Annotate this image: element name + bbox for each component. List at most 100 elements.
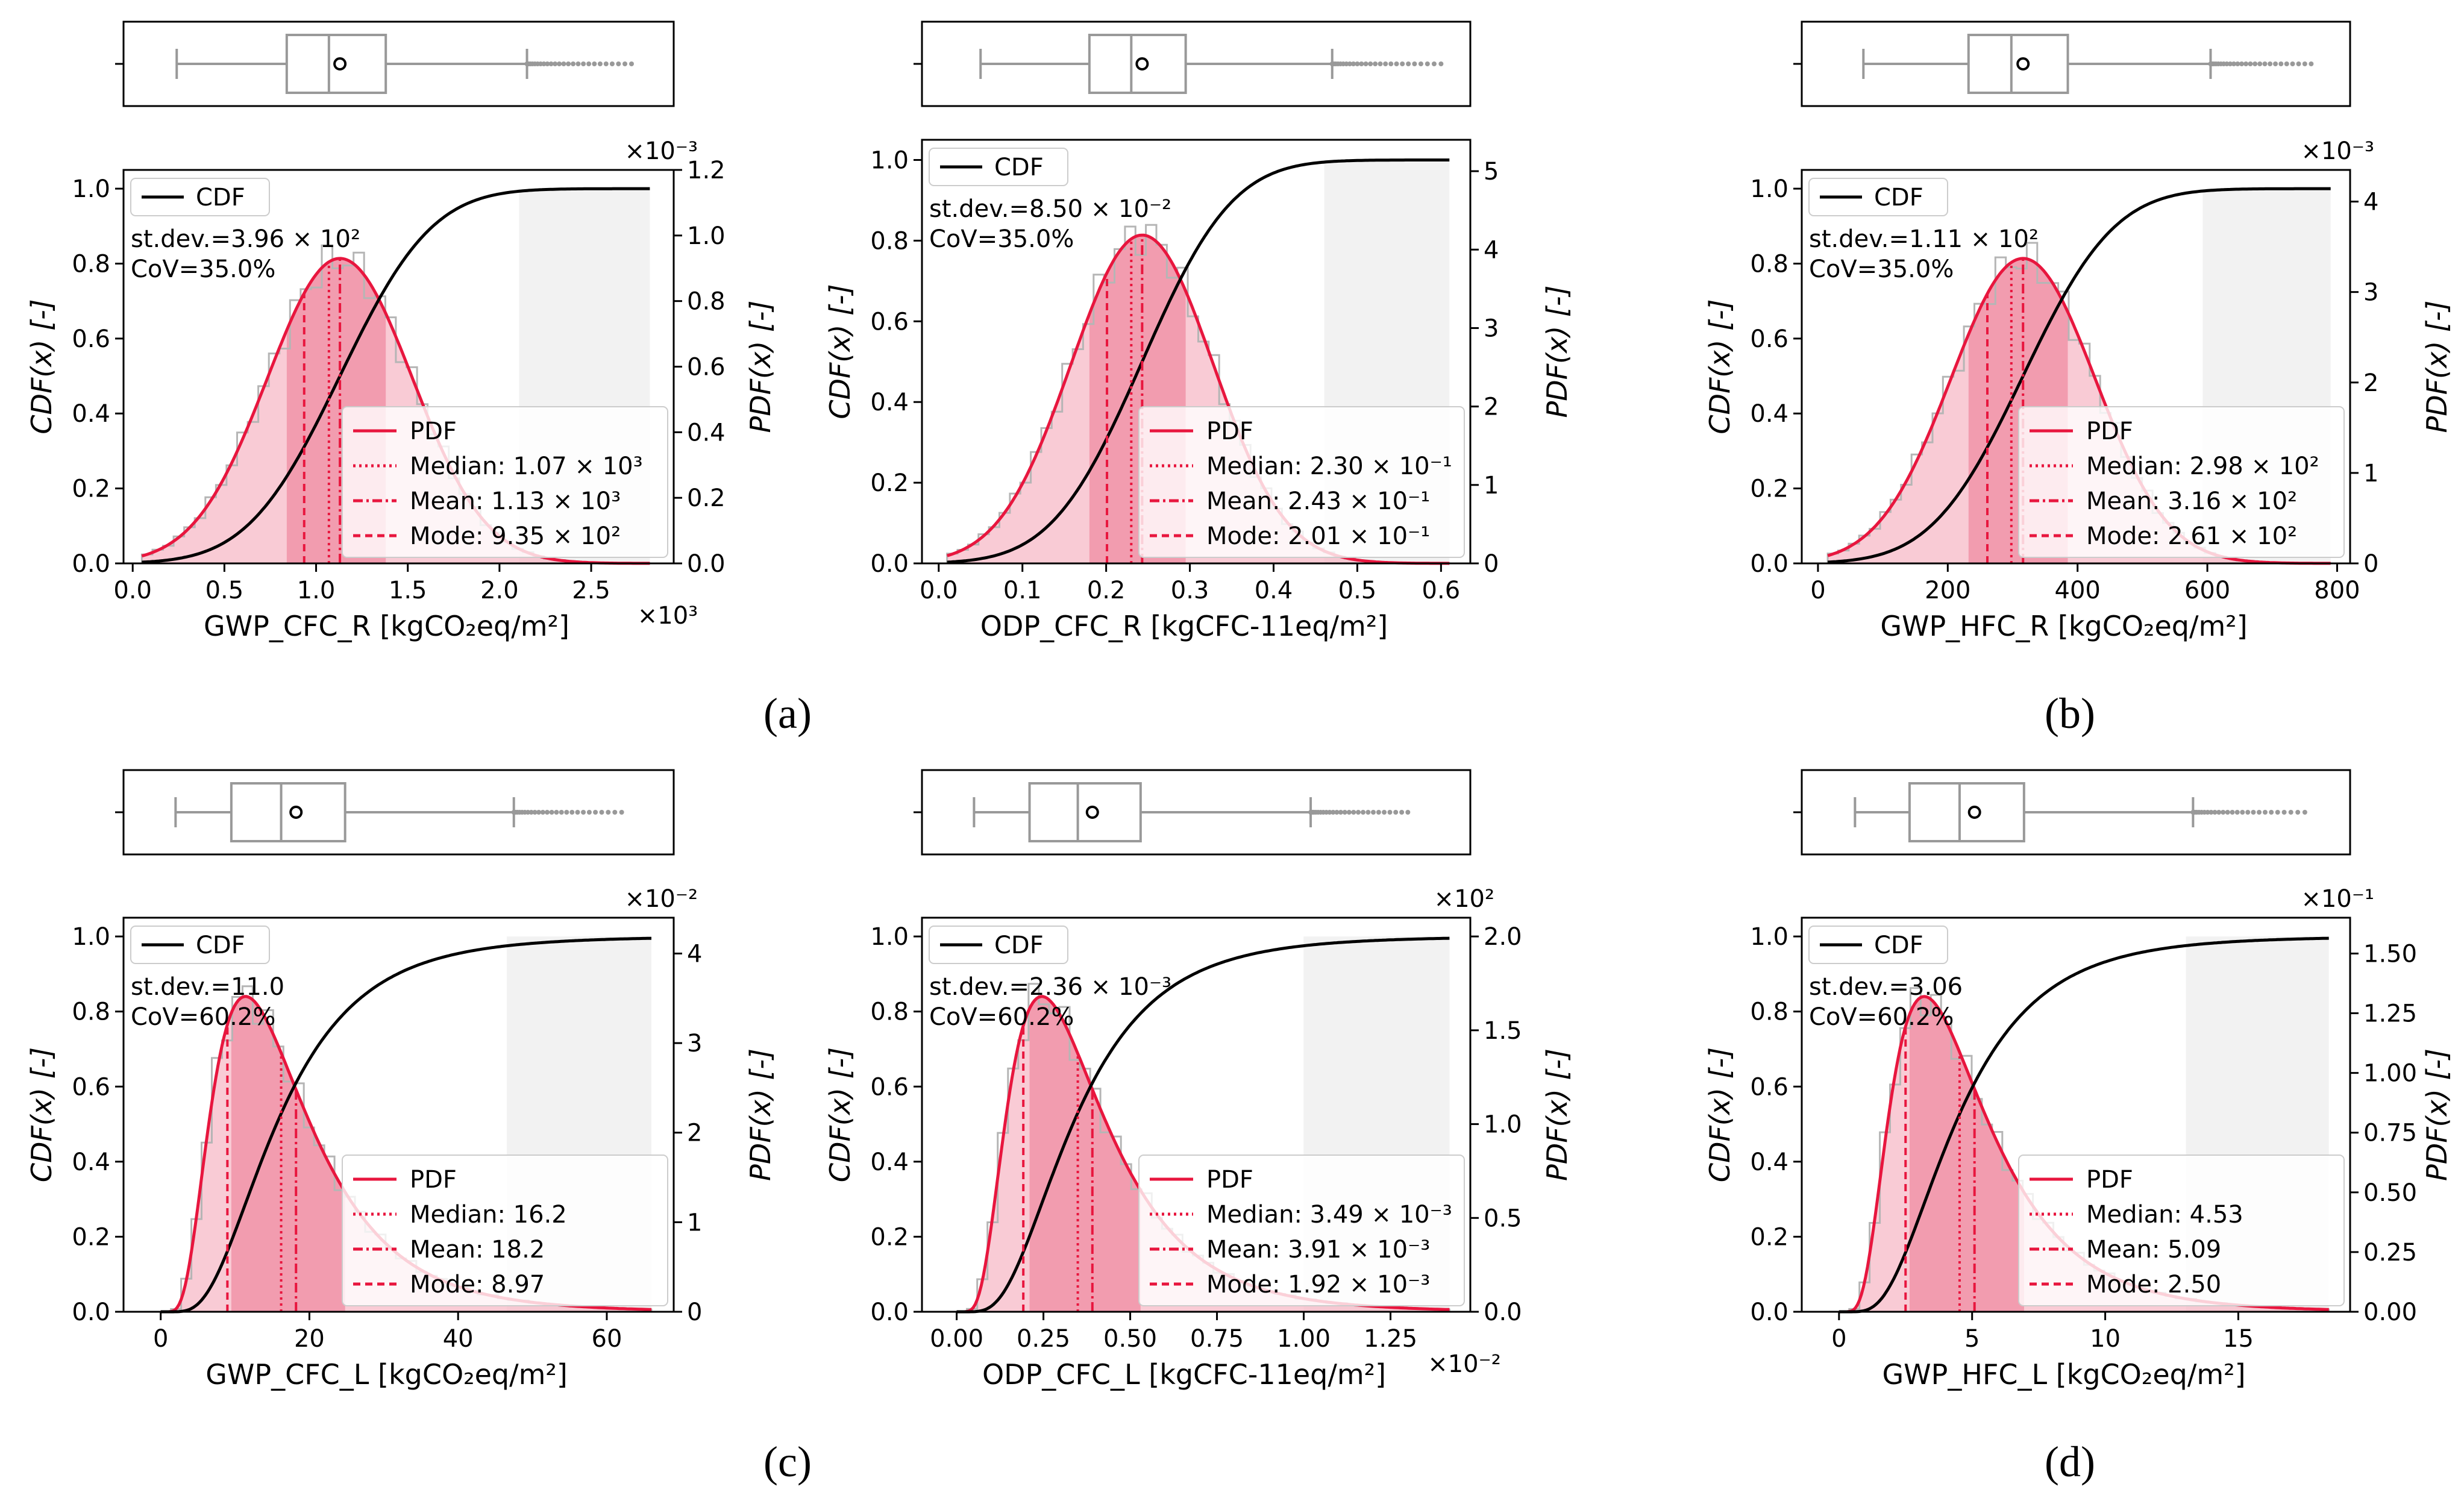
odp_cfc_l-boxplot-mean	[1085, 806, 1099, 819]
gwp_hfc_r-x-tick-label: 400	[2055, 577, 2101, 604]
odp_cfc_r-cdf-axis-label: CDF(x) [-]	[824, 284, 856, 419]
gwp_cfc_l-pdf-axis-label: PDF(x) [-]	[744, 1048, 777, 1181]
odp_cfc_l-cdf-tick-label: 1.0	[870, 923, 909, 951]
gwp_cfc_l-cdf-axis-label: CDF(x) [-]	[25, 1047, 58, 1182]
odp_cfc_l-pdf-tick-label: 0.0	[1484, 1299, 1522, 1326]
odp_cfc_r-boxplot-outlier	[1355, 61, 1360, 66]
gwp_hfc_l-cdf-legend	[1808, 926, 1948, 964]
gwp_hfc_r-boxplot-outlier	[2231, 61, 2236, 66]
gwp_cfc_r-legend-pdf-label: PDF	[410, 418, 457, 445]
gwp_cfc_r-x-tick-label: 0.0	[113, 577, 152, 604]
gwp_cfc_l-boxplot-outlier	[525, 810, 531, 815]
gwp_cfc_l-boxplot-outlier	[575, 810, 580, 815]
odp_cfc_l-cdf-tick-label: 0.8	[870, 998, 909, 1026]
odp_cfc_l-boxplot-outlier	[1346, 810, 1352, 815]
gwp_cfc_r-pdf-tick-label: 0.6	[687, 354, 726, 381]
gwp_hfc_l-cdf-tick-label: 1.0	[1750, 923, 1788, 951]
gwp_hfc_l-legend-mean-label: Mean: 5.09	[2086, 1236, 2221, 1264]
gwp_cfc_r-boxplot-outlier	[561, 61, 566, 66]
gwp_cfc_l-boxplot-outlier	[606, 810, 611, 815]
odp_cfc_r-boxplot-outlier	[1406, 61, 1411, 66]
odp_cfc_r-x-tick-label: 0.0	[920, 577, 958, 604]
gwp_hfc_l-pdf-axis-label: PDF(x) [-]	[2421, 1048, 2453, 1181]
gwp_hfc_r-boxplot-outlier	[2257, 61, 2263, 66]
gwp_hfc_l-boxplot-outlier	[2288, 810, 2293, 815]
gwp_cfc_r-boxplot-outlier	[629, 61, 635, 66]
odp_cfc_r-cov-text: CoV=35.0%	[929, 225, 1074, 253]
gwp_hfc_r-boxplot-outlier	[2302, 61, 2307, 66]
gwp_hfc_l-boxplot-mean	[1967, 806, 1981, 819]
gwp_cfc_l-stdev-text: st.dev.=11.0	[131, 973, 284, 1001]
gwp_hfc_r-x-tick-label: 800	[2314, 577, 2360, 604]
gwp_cfc_l-boxplot-outlier	[549, 810, 554, 815]
gwp_cfc_l-boxplot-outlier	[528, 810, 534, 815]
gwp_cfc_r-cdf-tick-label: 0.0	[72, 550, 110, 578]
odp_cfc_l-legend-mode-label: Mode: 1.92 × 10⁻³	[1206, 1271, 1430, 1299]
gwp_cfc_r-cdf-axis-label: CDF(x) [-]	[25, 299, 58, 434]
gwp_hfc_l-x-tick-label: 10	[2090, 1325, 2121, 1353]
odp_cfc_l-boxplot-outlier	[1331, 810, 1336, 815]
odp_cfc_r-cdf-tick-label: 0.0	[870, 550, 909, 578]
gwp_hfc_r-pdf-tick-label: 4	[2363, 189, 2378, 216]
odp_cfc_l-cdf-tick-label: 0.6	[870, 1073, 909, 1101]
odp_cfc_l-stdev-text: st.dev.=2.36 × 10⁻³	[929, 973, 1171, 1001]
gwp_hfc_l-boxplot-outlier	[2240, 810, 2245, 815]
gwp_cfc_l-cdf-tick-label: 0.6	[72, 1073, 110, 1101]
gwp_hfc_r-x-tick-label: 200	[1925, 577, 1970, 604]
gwp_hfc_l-pdf-tick-label: 0.75	[2363, 1120, 2417, 1147]
gwp_cfc_l-boxplot-outlier	[554, 810, 559, 815]
gwp_hfc_r-cdf-line	[1827, 187, 2331, 564]
odp_cfc_l-boxplot-outlier	[1342, 810, 1347, 815]
odp_cfc_r-cdf-tick-label: 0.4	[870, 389, 909, 416]
gwp_hfc_l-x-tick-label: 0	[1831, 1325, 1846, 1353]
odp_cfc_l-pdf-tick-label: 1.0	[1484, 1111, 1522, 1139]
odp_cfc_l-x-axis-label: ODP_CFC_L [kgCFC-11eq/m²]	[982, 1358, 1386, 1391]
odp_cfc_r-boxplot-outlier	[1350, 61, 1356, 66]
gwp_hfc_l-boxplot-outlier	[2262, 810, 2268, 815]
odp_cfc_r-legend-mode-label: Mode: 2.01 × 10⁻¹	[1206, 522, 1430, 550]
odp_cfc_r-boxplot-outlier	[1373, 61, 1378, 66]
gwp_hfc_l-cdf-tick-label: 0.0	[1750, 1299, 1788, 1326]
gwp_cfc_r-boxplot-mean	[333, 57, 347, 70]
gwp_hfc_r-cdf-legend	[1808, 178, 1948, 216]
gwp_cfc_r-boxplot-outlier	[566, 61, 571, 66]
gwp_hfc_l-boxplot-outlier	[2302, 810, 2307, 815]
odp_cfc_r-boxplot-outlier	[1418, 61, 1423, 66]
odp_cfc_r-stdev-text: st.dev.=8.50 × 10⁻²	[929, 195, 1171, 223]
gwp_cfc_l-pdf-tick-label: 4	[687, 940, 702, 968]
gwp_hfc_l-legend-mode-label: Mode: 2.50	[2086, 1271, 2221, 1299]
odp_cfc_l-cdf-line	[956, 936, 1450, 1314]
odp_cfc_r-pdf-tick-label: 1	[1484, 472, 1499, 500]
gwp_cfc_l-boxplot-outlier	[564, 810, 569, 815]
gwp_hfc_r-boxplot-outlier	[2309, 61, 2314, 66]
odp_cfc_r-x-tick-label: 0.5	[1338, 577, 1377, 604]
gwp_cfc_r-x-multiplier: ×10³	[638, 602, 698, 630]
gwp_cfc_l-boxplot-mean	[289, 806, 303, 819]
odp_cfc_l-boxplot-outlier	[1334, 810, 1340, 815]
odp_cfc_r-boxplot-outlier	[1383, 61, 1388, 66]
gwp_cfc_l-boxplot-outlier	[581, 810, 586, 815]
odp_cfc_l-boxplot-box	[1028, 782, 1142, 842]
odp_cfc_r-pdf-line	[946, 233, 1450, 565]
gwp_cfc_r-pdf-tick-label: 0.8	[687, 288, 726, 316]
gwp_cfc_r-boxplot-outlier	[609, 61, 615, 66]
gwp_hfc_r-pdf-line	[1827, 257, 2331, 565]
odp_cfc_r-cdf-tick-label: 1.0	[870, 146, 909, 174]
gwp_hfc_r-boxplot-outlier	[2296, 61, 2301, 66]
odp_cfc_r-boxplot-outlier	[1347, 61, 1352, 66]
gwp_cfc_r-boxplot-outlier	[586, 61, 592, 66]
gwp_hfc_l-boxplot-outlier	[2269, 810, 2274, 815]
odp_cfc_l-pdf-axis-label: PDF(x) [-]	[1541, 1048, 1573, 1181]
odp_cfc_l-boxplot-outlier	[1387, 810, 1393, 815]
gwp_hfc_r-pdf-tick-label: 3	[2363, 279, 2378, 307]
gwp_hfc_r-boxplot-mean	[2016, 57, 2030, 70]
gwp_cfc_r-x-tick-label: 2.0	[480, 577, 519, 604]
odp_cfc_l-x-tick-label: 0.00	[930, 1325, 983, 1353]
odp_cfc_r-pdf-tick-label: 4	[1484, 236, 1499, 264]
gwp_hfc_r-boxplot-outlier	[2268, 61, 2273, 66]
gwp_cfc_r-pdf-multiplier: ×10⁻³	[624, 137, 698, 165]
gwp_hfc_r-boxplot-outlier	[2284, 61, 2289, 66]
gwp_hfc_l-pdf-tick-label: 0.50	[2363, 1179, 2417, 1207]
gwp_cfc_r-x-tick-label: 2.5	[572, 577, 610, 604]
